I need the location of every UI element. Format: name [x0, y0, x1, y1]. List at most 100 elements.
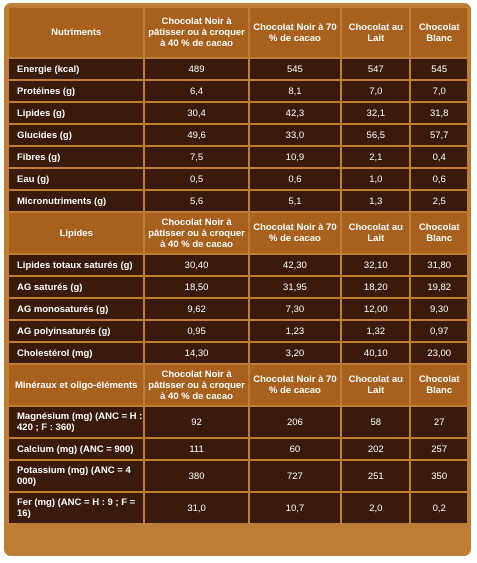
row-label: Glucides (g)	[9, 125, 144, 145]
cell-value: 32,10	[342, 255, 410, 275]
cell-value: 727	[249, 461, 341, 491]
cell-value: 9,62	[145, 299, 248, 319]
table-row: Glucides (g) 49,6 33,0 56,5 57,7	[9, 125, 467, 145]
cell-value: 202	[342, 439, 410, 459]
cell-value: 251	[342, 461, 410, 491]
cell-value: 31,95	[249, 277, 341, 297]
cell-value: 111	[145, 439, 248, 459]
cell-value: 27	[411, 407, 467, 437]
row-label: Eau (g)	[9, 169, 144, 189]
cell-value: 19,82	[411, 277, 467, 297]
cell-value: 7,0	[342, 81, 410, 101]
section-header-mineraux: Minéraux et oligo-éléments Chocolat Noir…	[9, 365, 467, 405]
section-header-nutriments: Nutriments Chocolat Noir à pâtisser ou à…	[9, 8, 467, 57]
table-row: Cholestérol (mg) 14,30 3,20 40,10 23,00	[9, 343, 467, 363]
row-label: Protéines (g)	[9, 81, 144, 101]
row-label: Calcium (mg) (ANC = 900)	[9, 439, 144, 459]
row-label: AG polyinsaturés (g)	[9, 321, 144, 341]
cell-value: 40,10	[342, 343, 410, 363]
cell-value: 57,7	[411, 125, 467, 145]
section-header-lipides: Lipides Chocolat Noir à pâtisser ou à cr…	[9, 213, 467, 253]
table-row: Eau (g) 0,5 0,6 1,0 0,6	[9, 169, 467, 189]
table-row: Micronutriments (g) 5,6 5,1 1,3 2,5	[9, 191, 467, 211]
table-row: Protéines (g) 6,4 8,1 7,0 7,0	[9, 81, 467, 101]
cell-value: 42,30	[249, 255, 341, 275]
column-header: Chocolat Noir à pâtisser ou à croquer à …	[145, 8, 248, 57]
cell-value: 0,97	[411, 321, 467, 341]
row-label: Magnésium (mg) (ANC = H : 420 ; F : 360)	[9, 407, 144, 437]
cell-value: 10,7	[249, 493, 341, 523]
column-header: Chocolat Noir à 70 % de cacao	[249, 8, 341, 57]
cell-value: 0,2	[411, 493, 467, 523]
cell-value: 31,80	[411, 255, 467, 275]
cell-value: 1,23	[249, 321, 341, 341]
row-label: Potassium (mg) (ANC = 4 000)	[9, 461, 144, 491]
cell-value: 380	[145, 461, 248, 491]
cell-value: 5,6	[145, 191, 248, 211]
cell-value: 489	[145, 59, 248, 79]
row-label: AG saturés (g)	[9, 277, 144, 297]
cell-value: 10,9	[249, 147, 341, 167]
column-header: Chocolat Blanc	[411, 365, 467, 405]
column-header: Chocolat Noir à pâtisser ou à croquer à …	[145, 365, 248, 405]
cell-value: 0,5	[145, 169, 248, 189]
cell-value: 350	[411, 461, 467, 491]
cell-value: 31,0	[145, 493, 248, 523]
cell-value: 2,5	[411, 191, 467, 211]
cell-value: 7,30	[249, 299, 341, 319]
column-header: Chocolat Noir à pâtisser ou à croquer à …	[145, 213, 248, 253]
cell-value: 58	[342, 407, 410, 437]
row-label: Fer (mg) (ANC = H : 9 ; F = 16)	[9, 493, 144, 523]
cell-value: 92	[145, 407, 248, 437]
row-label: Cholestérol (mg)	[9, 343, 144, 363]
table-row: Potassium (mg) (ANC = 4 000) 380 727 251…	[9, 461, 467, 491]
cell-value: 30,40	[145, 255, 248, 275]
row-label: AG monosaturés (g)	[9, 299, 144, 319]
table-row: Calcium (mg) (ANC = 900) 111 60 202 257	[9, 439, 467, 459]
table-row: AG saturés (g) 18,50 31,95 18,20 19,82	[9, 277, 467, 297]
row-label: Lipides totaux saturés (g)	[9, 255, 144, 275]
cell-value: 8,1	[249, 81, 341, 101]
section-title: Minéraux et oligo-éléments	[9, 365, 144, 405]
cell-value: 30,4	[145, 103, 248, 123]
table-row: Fibres (g) 7,5 10,9 2,1 0,4	[9, 147, 467, 167]
cell-value: 12,00	[342, 299, 410, 319]
cell-value: 33,0	[249, 125, 341, 145]
cell-value: 18,20	[342, 277, 410, 297]
table-row: Fer (mg) (ANC = H : 9 ; F = 16) 31,0 10,…	[9, 493, 467, 523]
table-row: Lipides (g) 30,4 42,3 32,1 31,8	[9, 103, 467, 123]
cell-value: 2,0	[342, 493, 410, 523]
row-label: Fibres (g)	[9, 147, 144, 167]
cell-value: 2,1	[342, 147, 410, 167]
cell-value: 1,3	[342, 191, 410, 211]
cell-value: 7,0	[411, 81, 467, 101]
cell-value: 206	[249, 407, 341, 437]
cell-value: 0,6	[411, 169, 467, 189]
cell-value: 56,5	[342, 125, 410, 145]
column-header: Chocolat au Lait	[342, 365, 410, 405]
table-row: Magnésium (mg) (ANC = H : 420 ; F : 360)…	[9, 407, 467, 437]
table-row: AG polyinsaturés (g) 0,95 1,23 1,32 0,97	[9, 321, 467, 341]
section-title: Nutriments	[9, 8, 144, 57]
cell-value: 545	[411, 59, 467, 79]
cell-value: 257	[411, 439, 467, 459]
cell-value: 3,20	[249, 343, 341, 363]
cell-value: 0,6	[249, 169, 341, 189]
cell-value: 18,50	[145, 277, 248, 297]
cell-value: 6,4	[145, 81, 248, 101]
row-label: Lipides (g)	[9, 103, 144, 123]
column-header: Chocolat au Lait	[342, 8, 410, 57]
cell-value: 31,8	[411, 103, 467, 123]
row-label: Micronutriments (g)	[9, 191, 144, 211]
nutrition-table-card: Nutriments Chocolat Noir à pâtisser ou à…	[4, 3, 471, 556]
cell-value: 7,5	[145, 147, 248, 167]
cell-value: 23,00	[411, 343, 467, 363]
cell-value: 49,6	[145, 125, 248, 145]
nutrition-table: Nutriments Chocolat Noir à pâtisser ou à…	[7, 6, 469, 525]
column-header: Chocolat Blanc	[411, 213, 467, 253]
cell-value: 14,30	[145, 343, 248, 363]
cell-value: 547	[342, 59, 410, 79]
table-row: Energie (kcal) 489 545 547 545	[9, 59, 467, 79]
column-header: Chocolat Noir à 70 % de cacao	[249, 213, 341, 253]
column-header: Chocolat Blanc	[411, 8, 467, 57]
